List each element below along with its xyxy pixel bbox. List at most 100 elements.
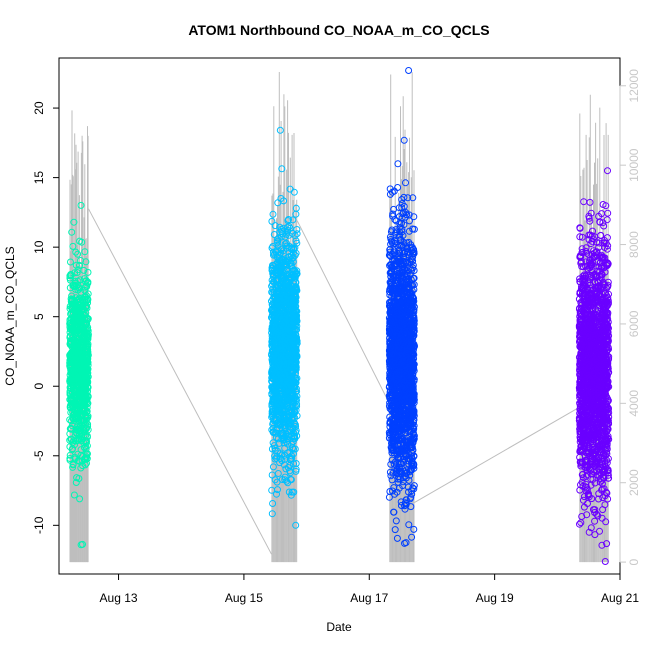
data-point [67, 340, 74, 348]
data-point [74, 405, 82, 413]
data-point [81, 293, 89, 301]
data-point [77, 314, 85, 322]
transit-layer [88, 208, 580, 555]
data-point [81, 392, 89, 400]
data-point [293, 230, 301, 238]
data-point [77, 201, 85, 209]
data-point [81, 461, 89, 469]
data-point [84, 278, 92, 286]
data-point [82, 443, 90, 451]
data-point [80, 407, 88, 415]
data-point [279, 249, 287, 257]
data-point [279, 258, 287, 266]
data-point [273, 239, 281, 247]
data-point [82, 366, 90, 374]
data-point [75, 457, 83, 465]
data-point [72, 261, 80, 269]
data-point [78, 326, 86, 334]
data-point [72, 248, 80, 256]
data-point [269, 210, 277, 218]
data-point [67, 382, 75, 390]
data-point [82, 375, 90, 383]
data-point [286, 185, 294, 193]
data-point [77, 541, 85, 549]
data-point [270, 231, 278, 238]
data-point [269, 463, 277, 471]
data-point [288, 488, 296, 496]
data-point [81, 248, 89, 256]
transit-line [88, 208, 272, 555]
data-point [66, 375, 74, 383]
data-point [278, 165, 286, 173]
data-point [74, 412, 82, 420]
data-point [288, 452, 296, 460]
data-point [78, 361, 86, 369]
data-point [271, 476, 279, 484]
data-point [280, 451, 288, 459]
data-point [82, 361, 90, 369]
data-point [82, 445, 90, 453]
chart-title: ATOM1 Northbound CO_NOAA_m_CO_QCLS [188, 22, 489, 38]
data-point [73, 378, 81, 386]
data-point [67, 425, 75, 433]
data-point [69, 282, 77, 289]
data-point [83, 454, 91, 462]
data-point [84, 420, 92, 428]
data-point [83, 292, 91, 300]
data-point [84, 316, 92, 324]
data-point [277, 195, 285, 202]
transit-line [296, 220, 390, 404]
data-point [292, 465, 300, 473]
points-layer [66, 67, 613, 565]
altitude-layer [69, 72, 609, 563]
data-point [276, 459, 284, 467]
data-point [74, 250, 82, 258]
data-point [285, 253, 293, 261]
data-point [68, 228, 76, 236]
data-point [276, 126, 284, 134]
data-point [82, 343, 90, 351]
data-point [273, 490, 280, 498]
data-point [268, 426, 276, 434]
data-point [274, 470, 282, 477]
data-point [76, 495, 84, 503]
data-point [286, 467, 294, 475]
data-point [78, 411, 86, 418]
data-point [71, 269, 79, 277]
data-point [84, 334, 92, 341]
data-point [70, 411, 78, 419]
data-point [274, 234, 282, 242]
data-point [71, 441, 79, 449]
data-point [71, 406, 79, 414]
data-point [276, 223, 284, 231]
data-point [271, 222, 279, 230]
data-point [68, 435, 75, 443]
data-point [269, 500, 277, 507]
data-point [66, 316, 74, 324]
data-point [77, 316, 85, 324]
data-point [68, 306, 76, 313]
data-point [74, 370, 82, 378]
data-point [69, 463, 77, 471]
data-point [83, 302, 90, 310]
data-point [69, 242, 77, 250]
data-point [68, 389, 76, 397]
data-point [67, 258, 74, 266]
data-point [400, 136, 408, 144]
data-point [83, 388, 91, 396]
data-point [84, 268, 92, 276]
data-point [269, 281, 277, 288]
plot-area [66, 67, 613, 565]
data-point [75, 434, 83, 442]
data-point [76, 276, 84, 284]
data-point [68, 349, 76, 357]
data-point [75, 475, 83, 482]
data-point [75, 424, 83, 432]
data-point [69, 461, 77, 469]
data-point [67, 417, 75, 425]
data-point [285, 216, 292, 223]
data-point [272, 248, 280, 256]
data-point [78, 238, 86, 246]
